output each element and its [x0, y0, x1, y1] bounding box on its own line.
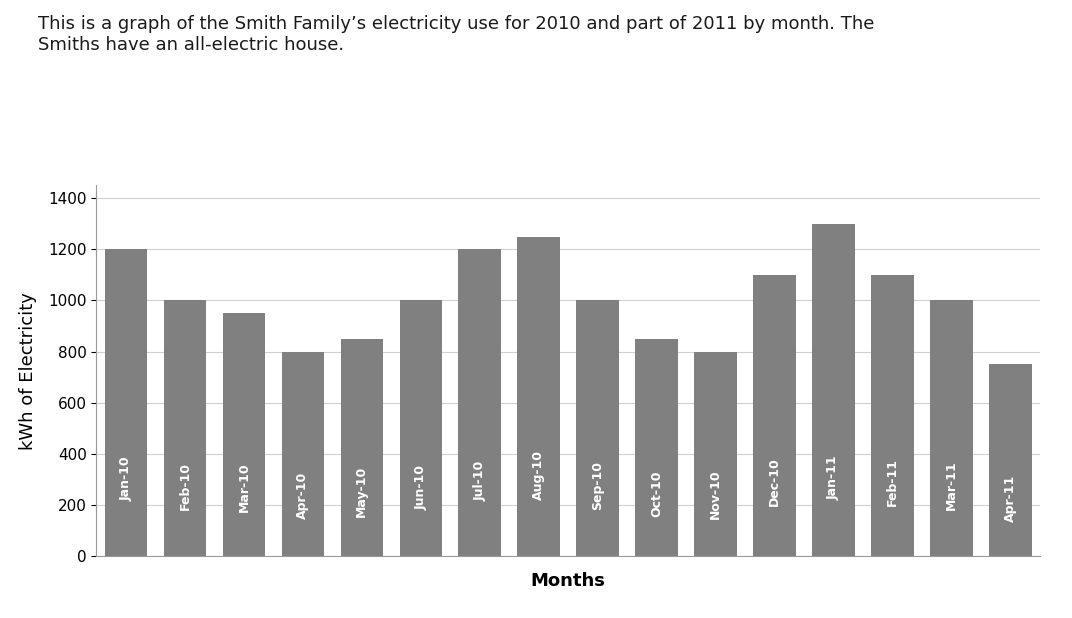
Bar: [636, 339, 678, 556]
Bar: [930, 300, 972, 556]
Text: Feb-11: Feb-11: [885, 457, 899, 506]
Bar: [695, 352, 736, 556]
Text: Nov-10: Nov-10: [709, 470, 723, 519]
X-axis label: Months: Months: [531, 572, 606, 590]
Text: Jun-10: Jun-10: [414, 465, 428, 510]
Bar: [282, 352, 324, 556]
Bar: [518, 237, 560, 556]
Bar: [577, 300, 619, 556]
Y-axis label: kWh of Electricity: kWh of Electricity: [19, 292, 38, 450]
Text: Apr-11: Apr-11: [1003, 475, 1017, 522]
Bar: [872, 275, 913, 556]
Bar: [341, 339, 383, 556]
Text: Apr-10: Apr-10: [296, 472, 310, 519]
Text: Jan-11: Jan-11: [827, 455, 840, 500]
Text: Oct-10: Oct-10: [650, 470, 664, 517]
Bar: [754, 275, 795, 556]
Bar: [164, 300, 206, 556]
Text: Jan-10: Jan-10: [119, 456, 133, 501]
Text: Mar-11: Mar-11: [944, 460, 958, 510]
Bar: [459, 249, 501, 556]
Text: Sep-10: Sep-10: [591, 461, 605, 510]
Text: Feb-10: Feb-10: [178, 462, 192, 510]
Text: Dec-10: Dec-10: [768, 457, 781, 506]
Bar: [813, 224, 854, 556]
Text: May-10: May-10: [355, 466, 369, 517]
Bar: [400, 300, 442, 556]
Text: This is a graph of the Smith Family’s electricity use for 2010 and part of 2011 : This is a graph of the Smith Family’s el…: [38, 15, 874, 54]
Text: Aug-10: Aug-10: [532, 450, 546, 500]
Bar: [989, 365, 1031, 556]
Bar: [223, 313, 265, 556]
Text: Jul-10: Jul-10: [473, 460, 487, 501]
Text: Mar-10: Mar-10: [237, 463, 251, 512]
Bar: [105, 249, 147, 556]
